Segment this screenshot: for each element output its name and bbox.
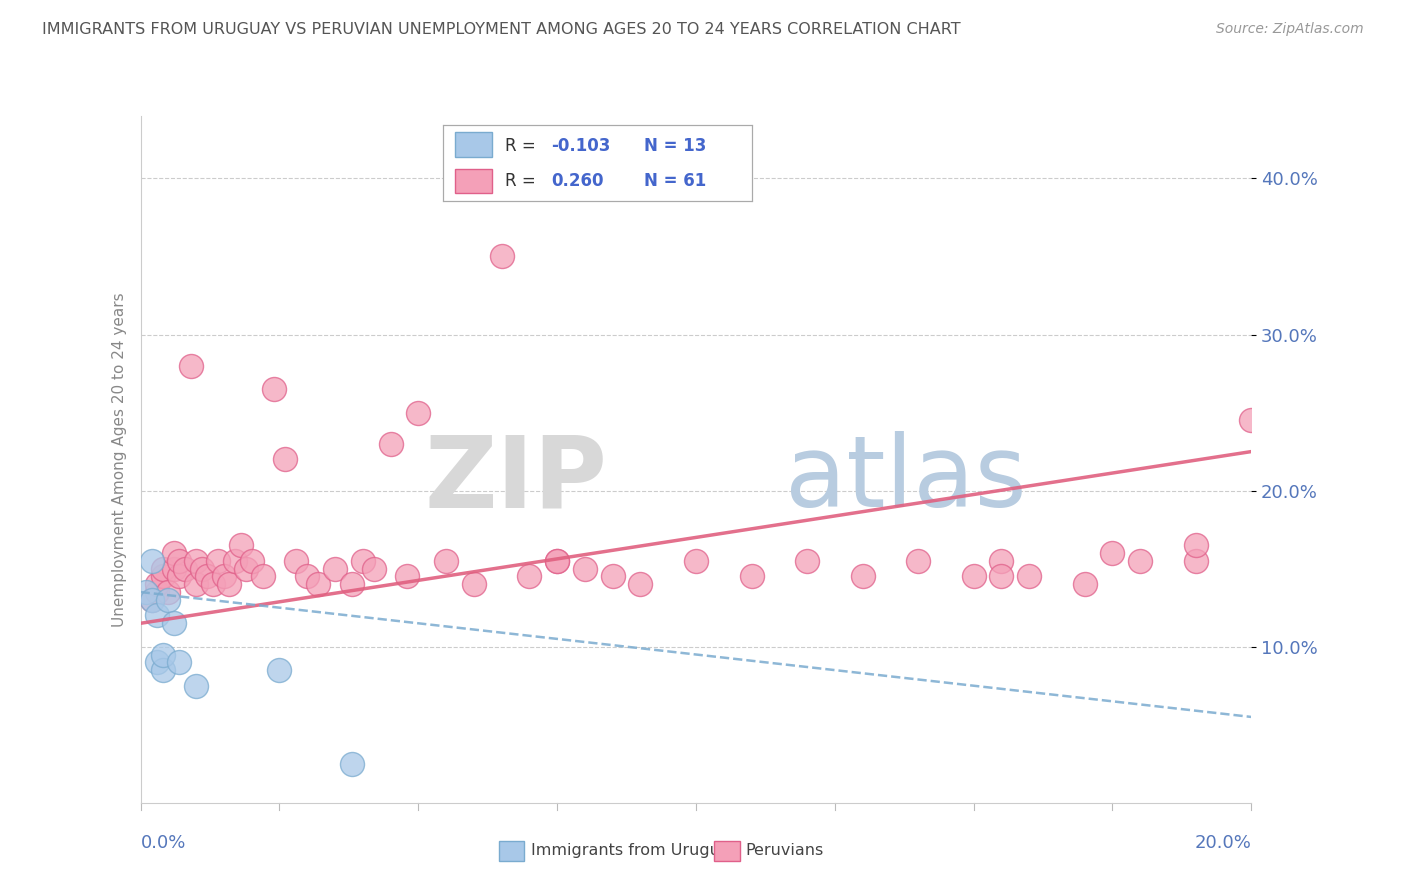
Point: [207, 554, 229, 568]
Point: [212, 569, 235, 583]
Point: [163, 562, 186, 576]
Point: [135, 585, 157, 599]
Point: [962, 569, 984, 583]
Point: [852, 569, 875, 583]
Point: [186, 554, 208, 568]
Point: [190, 562, 212, 576]
Point: [157, 592, 180, 607]
Point: [152, 663, 174, 677]
Point: [741, 569, 763, 583]
Point: [146, 585, 169, 599]
Point: [285, 554, 308, 568]
Point: [434, 554, 457, 568]
Text: R =: R =: [505, 172, 541, 190]
Point: [174, 562, 197, 576]
Point: [146, 655, 169, 669]
Point: [152, 648, 174, 662]
Text: N = 13: N = 13: [644, 137, 706, 155]
Point: [195, 569, 218, 583]
Point: [163, 616, 186, 631]
Point: [157, 585, 180, 599]
Point: [169, 554, 191, 568]
Point: [229, 538, 252, 552]
Point: [141, 592, 163, 607]
Point: [408, 405, 430, 419]
Point: [602, 569, 624, 583]
Point: [163, 546, 186, 560]
Text: Source: ZipAtlas.com: Source: ZipAtlas.com: [1216, 22, 1364, 37]
Point: [463, 577, 485, 591]
Point: [630, 577, 652, 591]
Point: [269, 663, 291, 677]
Point: [141, 554, 163, 568]
Point: [274, 452, 297, 467]
Point: [235, 562, 257, 576]
Text: R =: R =: [505, 137, 541, 155]
Point: [1018, 569, 1040, 583]
Point: [146, 577, 169, 591]
Text: 0.0%: 0.0%: [141, 834, 186, 852]
Point: [990, 569, 1012, 583]
Point: [224, 554, 246, 568]
Point: [201, 577, 224, 591]
Point: [218, 577, 240, 591]
Text: 20.0%: 20.0%: [1195, 834, 1251, 852]
Point: [186, 679, 208, 693]
Point: [685, 554, 707, 568]
Point: [152, 569, 174, 583]
Bar: [456, 169, 492, 193]
Point: [1184, 538, 1206, 552]
Point: [240, 554, 263, 568]
Point: [546, 554, 568, 568]
Point: [1184, 554, 1206, 568]
Text: ZIP: ZIP: [425, 432, 607, 528]
Point: [1101, 546, 1123, 560]
Point: [180, 359, 202, 373]
Bar: [456, 132, 492, 157]
Point: [491, 250, 513, 264]
Point: [1074, 577, 1097, 591]
Text: 0.260: 0.260: [551, 172, 603, 190]
Point: [297, 569, 319, 583]
Point: [323, 562, 346, 576]
Point: [396, 569, 419, 583]
Text: Immigrants from Uruguay: Immigrants from Uruguay: [531, 844, 740, 858]
Point: [380, 436, 402, 450]
Point: [990, 554, 1012, 568]
Text: Peruvians: Peruvians: [745, 844, 824, 858]
Point: [141, 592, 163, 607]
Point: [546, 554, 568, 568]
Point: [263, 382, 285, 396]
Point: [340, 577, 363, 591]
Point: [574, 562, 596, 576]
Point: [169, 655, 191, 669]
Y-axis label: Unemployment Among Ages 20 to 24 years: Unemployment Among Ages 20 to 24 years: [111, 292, 127, 627]
Text: atlas: atlas: [785, 432, 1026, 528]
Point: [519, 569, 541, 583]
Point: [340, 756, 363, 771]
Point: [152, 562, 174, 576]
Point: [352, 554, 374, 568]
Point: [169, 569, 191, 583]
Point: [146, 608, 169, 623]
Point: [907, 554, 929, 568]
Point: [796, 554, 818, 568]
Point: [1240, 413, 1263, 427]
Text: IMMIGRANTS FROM URUGUAY VS PERUVIAN UNEMPLOYMENT AMONG AGES 20 TO 24 YEARS CORRE: IMMIGRANTS FROM URUGUAY VS PERUVIAN UNEM…: [42, 22, 960, 37]
Point: [252, 569, 274, 583]
Text: N = 61: N = 61: [644, 172, 706, 190]
Point: [307, 577, 329, 591]
Text: -0.103: -0.103: [551, 137, 610, 155]
Point: [363, 562, 385, 576]
Point: [1129, 554, 1152, 568]
Point: [186, 577, 208, 591]
